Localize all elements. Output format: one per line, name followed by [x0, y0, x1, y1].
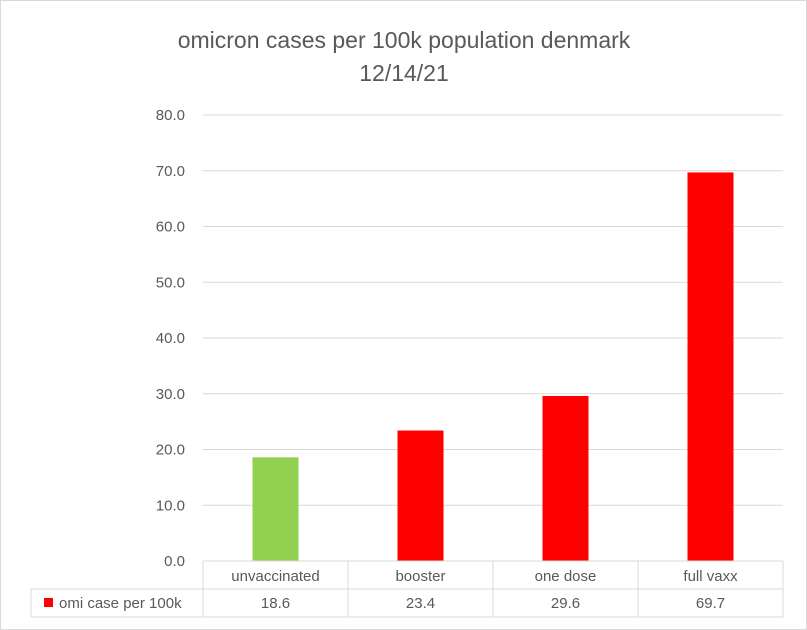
- chart-title-line-2: 12/14/21: [359, 60, 449, 86]
- y-tick-label: 0.0: [164, 553, 185, 570]
- data-table: unvaccinated booster one dose full vaxx omi …: [30, 560, 784, 618]
- x-tick-label: full vaxx: [683, 568, 738, 585]
- data-table-value: 23.4: [406, 595, 435, 612]
- bars: [252, 172, 734, 562]
- y-tick-label: 50.0: [156, 274, 185, 291]
- chart-title-line-1: omicron cases per 100k population denmar…: [178, 27, 631, 53]
- data-table-value: 29.6: [551, 595, 580, 612]
- y-tick-label: 10.0: [156, 497, 185, 514]
- y-tick-label: 80.0: [156, 107, 185, 124]
- x-tick-label: booster: [395, 568, 445, 585]
- data-table-value: 18.6: [261, 595, 290, 612]
- y-tick-label: 60.0: [156, 219, 185, 236]
- x-tick-label: unvaccinated: [231, 568, 319, 585]
- y-tick-label: 70.0: [156, 163, 185, 180]
- legend-key: [44, 598, 53, 607]
- bar: [252, 457, 299, 561]
- bar: [397, 430, 444, 561]
- bar: [687, 172, 734, 562]
- data-table-value: 69.7: [696, 595, 725, 612]
- gridlines: [203, 114, 783, 506]
- x-tick-label: one dose: [535, 568, 597, 585]
- bar: [542, 395, 589, 561]
- y-tick-label: 20.0: [156, 442, 185, 459]
- y-tick-label: 30.0: [156, 386, 185, 403]
- y-tick-label: 40.0: [156, 330, 185, 347]
- legend-label: omi case per 100k: [59, 595, 182, 612]
- y-axis-tick-labels: 0.0 10.0 20.0 30.0 40.0 50.0 60.0 70.0 80.0: [156, 107, 185, 570]
